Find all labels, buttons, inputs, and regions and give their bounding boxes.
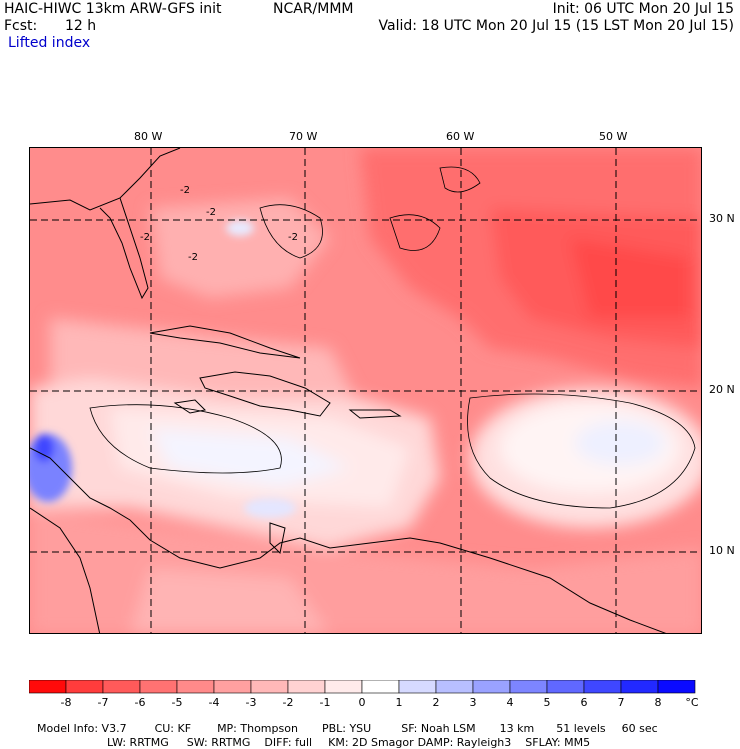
model-title: HAIC-HIWC 13km ARW-GFS init	[4, 1, 222, 17]
contour-label: -2	[206, 207, 216, 218]
legend-swatch	[324, 679, 363, 694]
surface-layer-scheme: SFLAY: MM5	[525, 736, 591, 749]
zero-contours	[89, 166, 696, 509]
legend-tick-label: 5	[544, 696, 551, 709]
lon-label-70w: 70 W	[289, 130, 318, 143]
lat-lon-grid	[30, 148, 701, 633]
legend-swatch	[28, 679, 67, 694]
legend-swatch	[546, 679, 585, 694]
model-info-line-1: Model Info: V3.7 CU: KF MP: Thompson PBL: Y…	[30, 711, 658, 735]
valid-time: Valid: 18 UTC Mon 20 Jul 15 (15 LST Mon …	[378, 18, 734, 34]
legend-tick-label: -2	[283, 696, 294, 709]
legend-swatch	[139, 679, 178, 694]
legend-tick-label: -4	[209, 696, 220, 709]
legend-tick-label: 4	[507, 696, 514, 709]
legend-swatch	[509, 679, 548, 694]
lifted-index-map: -2 -2 -2 -2 -2	[29, 147, 702, 634]
legend-tick-label: -8	[61, 696, 72, 709]
damping-option: DAMP: Rayleigh3	[417, 736, 512, 749]
microphysics-scheme: MP: Thompson	[217, 722, 298, 735]
legend-tick-label: 3	[470, 696, 477, 709]
lifted-index-positive-cells	[30, 220, 296, 518]
lon-label-80w: 80 W	[134, 130, 163, 143]
km-option: KM: 2D Smagor	[328, 736, 414, 749]
legend-tick-label: -7	[98, 696, 109, 709]
legend-tick-label: 6	[581, 696, 588, 709]
contour-label: -2	[180, 185, 190, 196]
longwave-scheme: LW: RRTMG	[107, 736, 169, 749]
legend-unit: °C	[685, 696, 699, 709]
legend-swatch	[361, 679, 400, 694]
lifted-index-shading	[30, 148, 701, 633]
cumulus-scheme: CU: KF	[154, 722, 192, 735]
vertical-levels: 51 levels	[556, 722, 606, 735]
organization-label: NCAR/MMM	[273, 1, 354, 17]
legend-swatch	[472, 679, 511, 694]
grid-spacing: 13 km	[499, 722, 535, 735]
legend-swatch	[65, 679, 104, 694]
contour-label: -2	[288, 232, 298, 243]
forecast-label: Fcst:	[4, 18, 38, 34]
coastlines	[30, 148, 667, 633]
field-name: Lifted index	[8, 35, 91, 51]
legend-swatch	[102, 679, 141, 694]
lon-label-60w: 60 W	[446, 130, 475, 143]
color-legend: -8 -7 -6 -5 -4 -3 -2 -1 0 1 2 3 4 5 6 7 8 °C	[28, 679, 719, 714]
legend-swatch	[287, 679, 326, 694]
legend-tick-label: -3	[246, 696, 257, 709]
pbl-scheme: PBL: YSU	[321, 722, 372, 735]
forecast-hour: 12 h	[65, 18, 97, 34]
lat-label-20n: 20 N	[709, 383, 735, 396]
legend-swatch	[583, 679, 622, 694]
legend-tick-label: 8	[655, 696, 662, 709]
legend-tick-label: -5	[172, 696, 183, 709]
time-step: 60 sec	[621, 722, 658, 735]
contour-label: -2	[140, 232, 150, 243]
legend-tick-label: -1	[320, 696, 331, 709]
init-time: Init: 06 UTC Mon 20 Jul 15	[552, 1, 734, 17]
lat-label-30n: 30 N	[709, 212, 735, 225]
model-version: Model Info: V3.7	[37, 722, 127, 735]
legend-tick-label: 0	[359, 696, 366, 709]
diffusion-option: DIFF: full	[264, 736, 313, 749]
legend-swatch	[398, 679, 437, 694]
legend-tick-label: 7	[618, 696, 625, 709]
shortwave-scheme: SW: RRTMG	[186, 736, 251, 749]
legend-tick-label: 2	[433, 696, 440, 709]
legend-swatch	[620, 679, 659, 694]
legend-swatch	[176, 679, 215, 694]
contour-label: -2	[188, 252, 198, 263]
lon-label-50w: 50 W	[599, 130, 628, 143]
surface-scheme: SF: Noah LSM	[401, 722, 476, 735]
legend-swatch	[250, 679, 289, 694]
lat-label-10n: 10 N	[709, 544, 735, 557]
legend-swatch	[657, 679, 696, 694]
legend-swatch	[435, 679, 474, 694]
legend-tick-label: 1	[396, 696, 403, 709]
legend-swatch	[213, 679, 252, 694]
model-info-line-2: LW: RRTMG SW: RRTMG DIFF: full KM: 2D Smago…	[100, 725, 590, 749]
legend-tick-label: -6	[135, 696, 146, 709]
